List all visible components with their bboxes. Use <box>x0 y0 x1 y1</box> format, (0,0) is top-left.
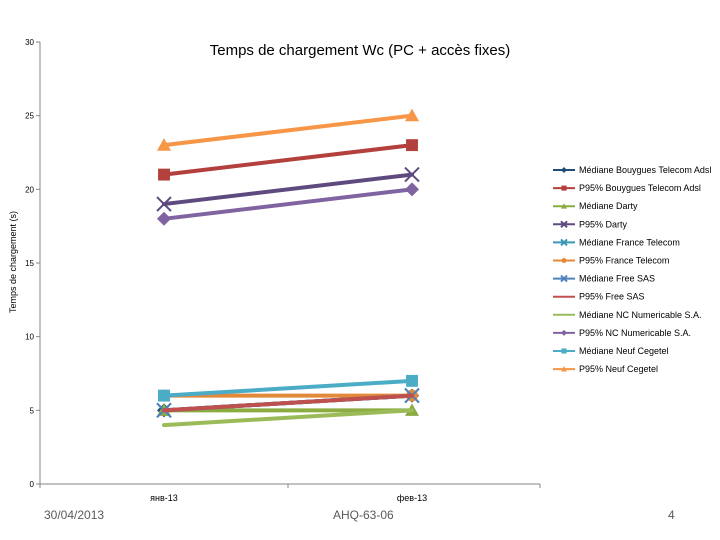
legend-marker <box>561 203 567 209</box>
series-1 <box>158 139 418 181</box>
chart-title: Temps de chargement Wc (PC + accès fixes… <box>210 42 511 59</box>
legend-label: Médiane Bouygues Telecom Adsl <box>579 165 711 175</box>
legend-item: Médiane Darty <box>553 201 638 211</box>
footer-date: 30/04/2013 <box>44 508 105 522</box>
legend-marker <box>561 329 567 336</box>
y-tick-label: 30 <box>25 38 34 47</box>
legend-marker <box>561 348 567 354</box>
y-tick-label: 0 <box>30 480 35 489</box>
legend-marker <box>561 366 567 372</box>
y-tick-label: 20 <box>25 185 34 194</box>
series-8 <box>162 408 414 428</box>
data-point <box>405 182 419 197</box>
legend-label: P95% Bouygues Telecom Adsl <box>579 183 701 193</box>
y-ticks: 0 5 10 15 20 25 30 <box>25 38 40 489</box>
series-line <box>162 408 414 428</box>
series-line <box>162 143 414 177</box>
legend-item: Médiane Free SAS <box>553 274 655 284</box>
legend-item: P95% Darty <box>553 219 628 229</box>
x-tick-label: фев-13 <box>397 493 427 503</box>
legend-item: P95% France Telecom <box>553 256 669 266</box>
y-tick-label: 15 <box>25 259 34 268</box>
legend-marker <box>560 274 568 283</box>
legend-label: Médiane Darty <box>579 201 638 211</box>
legend-label: Médiane Neuf Cegetel <box>579 346 669 356</box>
series-line <box>162 187 414 221</box>
legend-label: P95% France Telecom <box>579 256 669 266</box>
series-line <box>162 172 414 207</box>
legend-marker <box>561 185 567 191</box>
series-layer <box>156 108 420 428</box>
legend-item: Médiane Neuf Cegetel <box>553 346 669 356</box>
series-7 <box>162 393 414 413</box>
legend-label: Médiane NC Numericable S.A. <box>579 310 702 320</box>
legend-item: Médiane NC Numericable S.A. <box>553 310 702 320</box>
y-axis-label: Temps de chargement (s) <box>8 211 18 313</box>
legend-item: P95% Neuf Cegetel <box>553 364 658 374</box>
y-tick-label: 5 <box>30 406 35 415</box>
series-line <box>162 393 414 413</box>
legend-marker <box>560 238 568 247</box>
legend-item: P95% Free SAS <box>553 292 645 302</box>
legend-item: P95% Bouygues Telecom Adsl <box>553 183 701 193</box>
legend-marker <box>561 167 567 173</box>
data-point <box>158 389 170 402</box>
series-9 <box>157 182 419 226</box>
legend-item: P95% NC Numericable S.A. <box>553 328 691 338</box>
series-line <box>162 378 414 398</box>
series-line <box>162 113 414 148</box>
legend-label: P95% Neuf Cegetel <box>579 364 658 374</box>
legend-item: Médiane France Telecom <box>553 237 680 247</box>
legend-label: Médiane Free SAS <box>579 274 655 284</box>
y-tick-label: 25 <box>25 112 34 121</box>
series-11 <box>157 108 419 151</box>
legend-marker <box>561 257 567 264</box>
data-point <box>156 196 172 212</box>
series-3 <box>156 166 420 212</box>
footer-code: AHQ-63-06 <box>333 508 394 522</box>
legend-label: P95% NC Numericable S.A. <box>579 328 691 338</box>
legend-item: Médiane Bouygues Telecom Adsl <box>553 165 711 175</box>
data-point <box>404 166 420 183</box>
legend-label: P95% Darty <box>579 219 628 229</box>
legend-label: P95% Free SAS <box>579 292 645 302</box>
y-tick-label: 10 <box>25 333 34 342</box>
data-point <box>406 374 418 387</box>
legend-label: Médiane France Telecom <box>579 237 680 247</box>
data-point <box>406 139 418 152</box>
data-point <box>405 108 419 122</box>
footer-page-number: 4 <box>668 508 675 522</box>
x-tick-label: янв-13 <box>150 493 178 503</box>
series-10 <box>158 374 418 402</box>
legend: Médiane Bouygues Telecom Adsl P95% Bouygu… <box>553 165 711 374</box>
data-point <box>157 211 171 226</box>
data-point <box>158 168 170 181</box>
legend-marker <box>560 220 568 229</box>
data-point <box>157 138 171 151</box>
x-ticks: янв-13 фев-13 <box>39 484 541 503</box>
